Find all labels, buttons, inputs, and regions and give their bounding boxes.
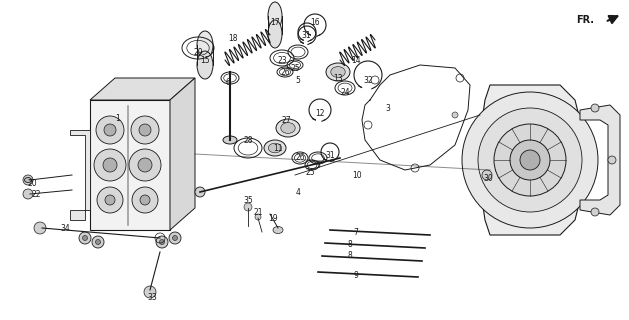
Text: 31: 31 (325, 150, 335, 159)
Text: 1: 1 (116, 114, 120, 123)
Circle shape (144, 286, 156, 298)
Polygon shape (90, 78, 195, 100)
Circle shape (160, 239, 165, 244)
Text: 8: 8 (348, 239, 352, 249)
Ellipse shape (197, 31, 213, 59)
Text: 10: 10 (352, 171, 362, 180)
Polygon shape (70, 130, 90, 220)
Text: 31: 31 (301, 30, 311, 39)
Text: 23: 23 (277, 55, 287, 65)
Text: 5: 5 (316, 161, 320, 170)
Text: 35: 35 (243, 196, 253, 204)
Ellipse shape (268, 2, 282, 30)
Text: 26: 26 (280, 68, 290, 76)
Ellipse shape (197, 51, 213, 79)
Polygon shape (170, 78, 195, 230)
Circle shape (478, 108, 582, 212)
Circle shape (255, 214, 261, 220)
Circle shape (104, 124, 116, 136)
Text: 27: 27 (281, 116, 291, 124)
Circle shape (140, 195, 150, 205)
Ellipse shape (326, 63, 350, 81)
Circle shape (79, 232, 91, 244)
Text: 33: 33 (147, 293, 157, 302)
Ellipse shape (273, 227, 283, 234)
Circle shape (96, 116, 124, 144)
Circle shape (132, 187, 158, 213)
Circle shape (94, 149, 126, 181)
Text: 34: 34 (60, 223, 70, 233)
Text: 3: 3 (386, 103, 391, 113)
Ellipse shape (331, 67, 345, 77)
Text: 25: 25 (290, 63, 300, 73)
Text: 28: 28 (243, 135, 253, 145)
Circle shape (195, 187, 205, 197)
Text: 26: 26 (295, 153, 305, 162)
Text: 5: 5 (296, 76, 301, 84)
Circle shape (139, 124, 151, 136)
Text: 21: 21 (253, 207, 263, 217)
Circle shape (462, 92, 598, 228)
Text: 17: 17 (270, 18, 280, 27)
Circle shape (156, 236, 168, 248)
Ellipse shape (268, 20, 282, 48)
Text: 22: 22 (31, 189, 41, 198)
Text: 20: 20 (27, 179, 37, 188)
Text: 11: 11 (273, 143, 283, 153)
Text: 9: 9 (353, 270, 359, 279)
Text: 16: 16 (310, 18, 320, 27)
Circle shape (482, 170, 492, 180)
Text: 24: 24 (340, 87, 350, 97)
Text: 13: 13 (333, 74, 343, 83)
Circle shape (591, 208, 599, 216)
Text: 29: 29 (193, 47, 203, 57)
Circle shape (608, 156, 616, 164)
Circle shape (105, 195, 115, 205)
Text: 14: 14 (351, 55, 361, 65)
Circle shape (591, 104, 599, 112)
Ellipse shape (223, 136, 237, 144)
Polygon shape (90, 100, 170, 230)
Circle shape (129, 149, 161, 181)
Circle shape (82, 236, 87, 241)
Text: FR.: FR. (576, 15, 594, 25)
Circle shape (96, 239, 101, 244)
Ellipse shape (25, 178, 31, 182)
Text: 4: 4 (296, 188, 301, 196)
Ellipse shape (276, 119, 300, 137)
Ellipse shape (269, 143, 282, 153)
Text: 25: 25 (305, 167, 314, 177)
Text: 18: 18 (228, 34, 238, 43)
Polygon shape (580, 105, 620, 215)
Text: 30: 30 (483, 173, 493, 182)
Text: 8: 8 (348, 252, 352, 260)
Circle shape (23, 189, 33, 199)
Circle shape (452, 112, 458, 118)
Circle shape (520, 150, 540, 170)
Text: 32: 32 (363, 76, 373, 84)
Text: 6: 6 (226, 77, 230, 86)
Text: 12: 12 (315, 108, 325, 117)
Text: 7: 7 (353, 228, 359, 236)
Circle shape (138, 158, 152, 172)
Circle shape (34, 222, 46, 234)
Ellipse shape (281, 123, 295, 133)
Circle shape (131, 116, 159, 144)
Circle shape (92, 236, 104, 248)
Circle shape (244, 203, 252, 211)
Circle shape (103, 158, 117, 172)
Circle shape (97, 187, 123, 213)
Circle shape (23, 175, 33, 185)
Circle shape (494, 124, 566, 196)
Circle shape (172, 236, 177, 241)
Circle shape (510, 140, 550, 180)
Polygon shape (482, 85, 580, 235)
Circle shape (169, 232, 181, 244)
Ellipse shape (264, 140, 286, 156)
Text: 19: 19 (268, 213, 278, 222)
Text: 15: 15 (200, 55, 210, 65)
